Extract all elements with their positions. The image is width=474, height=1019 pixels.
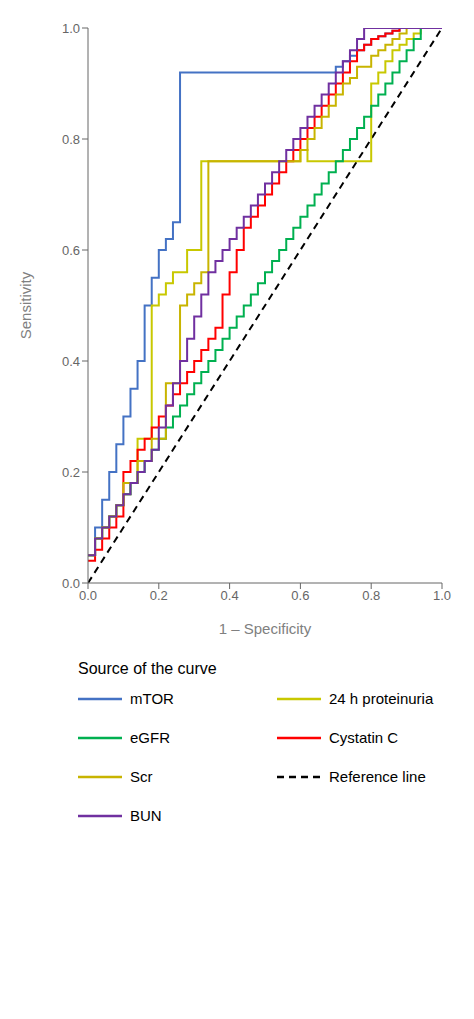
svg-text:1 – Specificity: 1 – Specificity [219, 620, 312, 637]
svg-text:0.8: 0.8 [362, 588, 380, 603]
html-text:eGFR: eGFR [130, 729, 170, 746]
svg-text:0.2: 0.2 [150, 588, 168, 603]
svg-text:0.0: 0.0 [62, 576, 80, 591]
html-text:Scr: Scr [130, 768, 153, 785]
svg-text:1.0: 1.0 [62, 21, 80, 36]
svg-text:0.6: 0.6 [291, 588, 309, 603]
svg-text:0.6: 0.6 [62, 243, 80, 258]
html-text:Reference line: Reference line [329, 768, 426, 785]
html-text:Cystatin C: Cystatin C [329, 729, 399, 746]
html-text:BUN: BUN [130, 807, 162, 824]
svg-text:0.8: 0.8 [62, 132, 80, 147]
svg-text:Sensitivity: Sensitivity [17, 271, 34, 339]
html-text:mTOR: mTOR [130, 690, 174, 707]
svg-text:0.2: 0.2 [62, 465, 80, 480]
svg-text:0.0: 0.0 [79, 588, 97, 603]
html-text:24 h proteinuria: 24 h proteinuria [329, 690, 434, 707]
svg-text:1.0: 1.0 [433, 588, 451, 603]
html-text:Source of the curve: Source of the curve [78, 660, 217, 677]
svg-text:0.4: 0.4 [62, 354, 80, 369]
svg-text:0.4: 0.4 [221, 588, 239, 603]
